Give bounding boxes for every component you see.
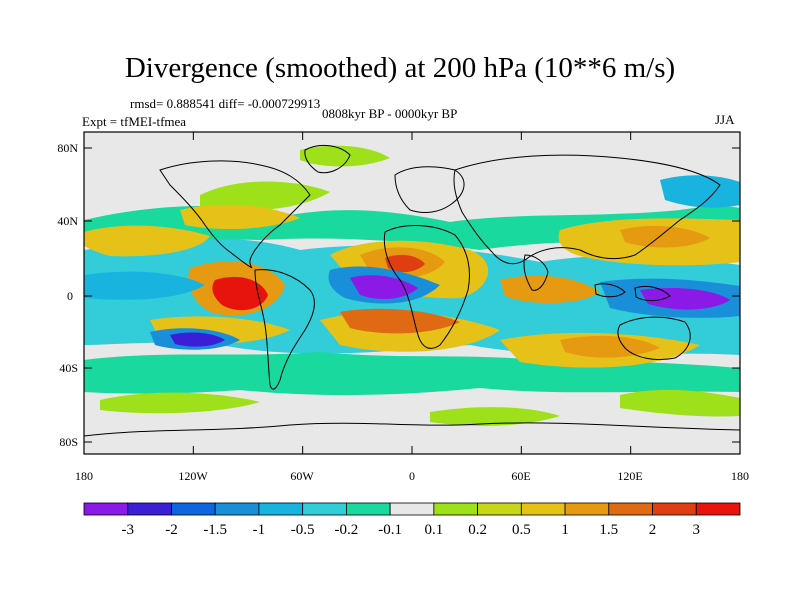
lon-label-0: 0 [409, 469, 415, 483]
pos-green-north [200, 181, 330, 211]
coast-asia [453, 154, 721, 265]
colorbar-label: -0.5 [291, 522, 315, 538]
lon-label-60w: 60W [290, 469, 314, 483]
colorbar-swatch [477, 502, 522, 516]
pos-orange-s-indian [560, 335, 660, 358]
axis-ticks [83, 132, 741, 454]
colorbar-swatch [258, 502, 304, 516]
colorbar-label: 2 [649, 522, 657, 538]
colorbar-label: -1 [253, 522, 266, 538]
colorbar-label: -0.1 [378, 522, 402, 538]
experiment-label: Expt = tfMEI-tfmea [82, 114, 187, 129]
colorbar-swatch [564, 502, 610, 516]
colorbar-label: -3 [121, 522, 134, 538]
pos-orange-s-atlantic [340, 308, 460, 334]
colorbar-label: 3 [693, 522, 701, 538]
pos-green-south-east [620, 389, 740, 417]
colorbar-label: 1 [561, 522, 569, 538]
pos-orange-china [620, 225, 710, 248]
colorbar-swatch [652, 502, 697, 516]
colorbar-swatch [433, 502, 479, 516]
colorbar [83, 502, 741, 516]
colorbar-label: 0.1 [424, 522, 443, 538]
coast-africa [383, 225, 470, 349]
colorbar-swatch [214, 502, 260, 516]
coast-india [523, 254, 549, 291]
lon-label-120w: 120W [178, 469, 208, 483]
coast-antarctica [84, 422, 740, 437]
colorbar-swatch [83, 502, 129, 516]
colorbar-swatch [695, 502, 741, 516]
colorbar-label: 1.5 [599, 522, 618, 538]
lon-label-120e: 120E [617, 469, 642, 483]
colorbar-label: -0.2 [335, 522, 359, 538]
colorbar-label: -1.5 [203, 522, 227, 538]
neg-purple-s-pacific [170, 332, 225, 347]
coast-south-america [254, 269, 315, 390]
pos-red-w-africa [385, 254, 425, 273]
map-title: Divergence (smoothed) at 200 hPa (10**6 … [124, 52, 676, 84]
neg-blue-n-pacific [660, 175, 740, 208]
lat-label-0: 0 [67, 289, 73, 303]
colorbar-swatch [520, 502, 566, 516]
coast-australia [617, 316, 691, 361]
colorbar-swatch [608, 502, 653, 516]
coast-north-america [159, 160, 311, 269]
pos-orange-indian [500, 275, 600, 304]
lat-label-40n: 40N [57, 214, 78, 228]
lat-label-80n: 80N [57, 141, 78, 155]
season-label: JJA [715, 112, 735, 127]
colorbar-swatch [302, 502, 347, 516]
coast-europe [394, 166, 465, 213]
lon-label-180w: 180 [75, 469, 93, 483]
pos-yellow-n-atlantic [180, 204, 300, 230]
divergence-field [84, 145, 740, 426]
colorbar-swatch [345, 502, 391, 516]
pos-green-south-indian [430, 407, 560, 426]
pos-red-e-pacific [212, 276, 268, 311]
colorbar-swatch [389, 502, 435, 516]
rmsd-diff-stats: rmsd= 0.888541 diff= -0.000729913 [130, 96, 321, 111]
pos-green-arctic [300, 145, 390, 167]
neg-purple-w-pacific [640, 288, 730, 310]
colorbar-labels: -3 -2 -1.5 -1 -0.5 -0.2 -0.1 0.1 0.2 0.5 1 1.5 2 3 [121, 522, 700, 538]
period-label: 0808kyr BP - 0000kyr BP [322, 106, 458, 121]
lat-label-40s: 40S [59, 361, 78, 375]
colorbar-label: -2 [165, 522, 178, 538]
colorbar-label: 0.5 [512, 522, 531, 538]
coast-maritime-continent [594, 283, 671, 302]
colorbar-label: 0.2 [468, 522, 487, 538]
lon-label-60e: 60E [511, 469, 530, 483]
colorbar-swatch [171, 502, 216, 516]
pos-green-south-pacific [100, 392, 260, 414]
pos-yellow-n-pacific [84, 225, 210, 257]
neg-blue-n-pacific-band [84, 271, 205, 300]
lat-label-80s: 80S [59, 435, 78, 449]
coastlines [84, 144, 740, 437]
colorbar-swatch [127, 502, 172, 516]
coast-greenland [304, 144, 351, 174]
lon-label-180e: 180 [731, 469, 749, 483]
